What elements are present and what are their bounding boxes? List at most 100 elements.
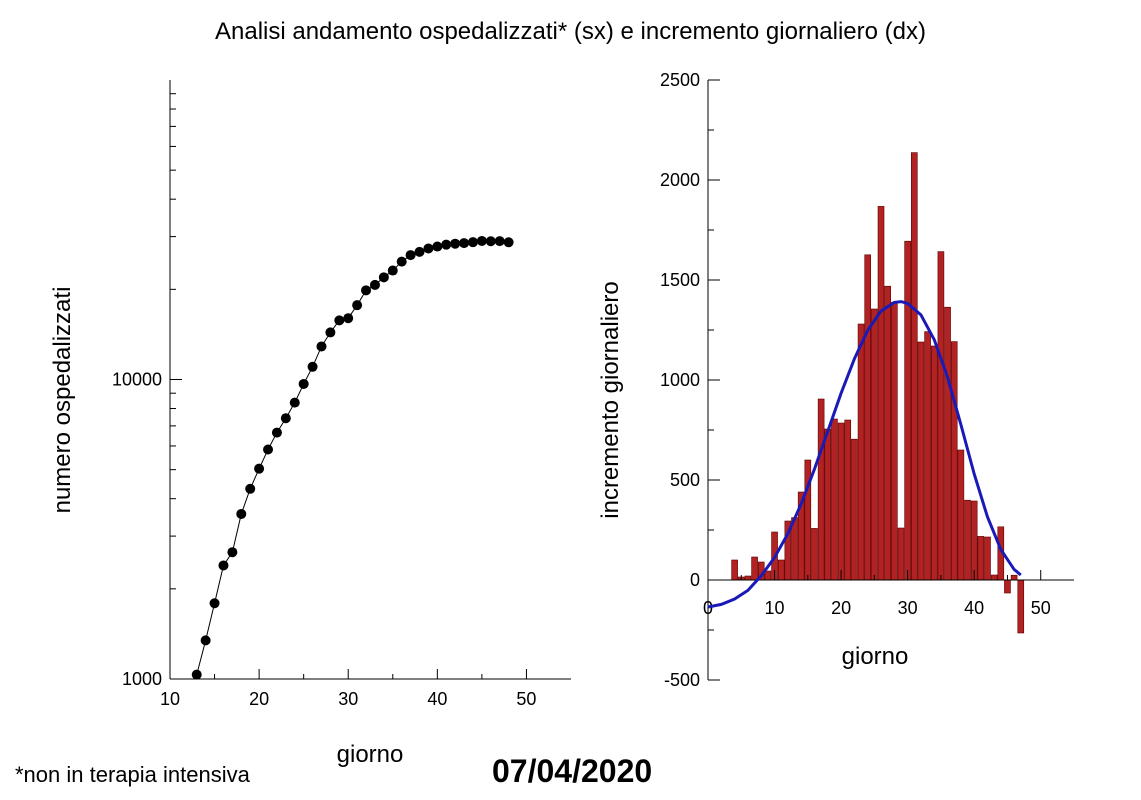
bar — [764, 570, 772, 581]
bar — [777, 559, 785, 581]
y-tick-label: 10000 — [112, 370, 162, 390]
data-point — [405, 250, 416, 261]
bar — [990, 574, 998, 581]
x-tick-label: 20 — [249, 689, 269, 709]
x-tick-label: 10 — [765, 598, 785, 618]
bar — [824, 428, 832, 581]
x-tick-label: 50 — [516, 689, 536, 709]
bar — [970, 500, 978, 581]
bar — [910, 152, 918, 581]
data-point — [263, 444, 274, 455]
x-tick-label: 40 — [427, 689, 447, 709]
data-point — [459, 238, 470, 249]
data-point — [191, 669, 202, 680]
bar — [904, 240, 911, 581]
data-point — [289, 397, 300, 408]
bar — [950, 341, 958, 581]
bar — [984, 536, 991, 581]
data-point — [503, 237, 514, 248]
data-point — [218, 560, 229, 571]
data-point — [432, 241, 443, 252]
bar — [851, 438, 858, 581]
x-tick-label: 20 — [831, 598, 851, 618]
x-axis-title: giorno — [842, 643, 909, 670]
bar — [811, 528, 818, 581]
data-point — [280, 413, 291, 424]
bar — [831, 418, 838, 581]
x-tick-label: 40 — [964, 598, 984, 618]
data-point — [423, 243, 434, 254]
fit-curve — [707, 300, 1022, 609]
data-point — [494, 236, 505, 247]
bar — [930, 345, 938, 581]
data-point — [254, 463, 265, 474]
data-point — [245, 483, 256, 494]
bar — [884, 285, 891, 581]
x-tick-label: 30 — [898, 598, 918, 618]
data-point — [361, 285, 372, 296]
bar — [917, 341, 925, 581]
bar — [877, 206, 885, 581]
bar — [744, 575, 752, 581]
y-tick-label: 2500 — [660, 70, 700, 90]
chart-title: Analisi andamento ospedalizzati* (sx) e … — [214, 18, 926, 45]
bar — [731, 559, 738, 581]
bar — [1010, 574, 1018, 581]
bar — [957, 449, 965, 581]
y-tick-label: 500 — [670, 470, 700, 490]
data-point — [343, 313, 354, 324]
data-point — [307, 361, 318, 372]
y-tick-label: 2000 — [660, 170, 700, 190]
left-chart-hospitalized: 1000 10000 10 20 30 40 50 giorno numero ospedali… — [49, 80, 571, 768]
y-axis-title: incremento giornaliero — [597, 281, 624, 518]
data-point — [476, 235, 487, 246]
bar — [977, 536, 985, 581]
data-point — [271, 427, 282, 438]
bar — [891, 301, 898, 581]
y-axis-title: numero ospedalizzati — [49, 287, 76, 514]
y-tick-label: -500 — [664, 670, 700, 690]
right-chart-daily-increase: -500 0 500 1000 1500 2000 2500 0 10 20 30 40 50 giorn… — [597, 70, 1074, 690]
bar — [944, 306, 951, 581]
data-point — [441, 239, 452, 250]
data-point — [227, 547, 238, 558]
data-point — [369, 279, 380, 290]
bar — [837, 422, 845, 581]
bar — [844, 419, 852, 581]
data-point — [396, 256, 407, 267]
bar — [817, 398, 825, 581]
data-point — [200, 635, 211, 646]
bar — [937, 251, 945, 581]
x-tick-label: 50 — [1031, 598, 1051, 618]
bar — [864, 254, 872, 581]
y-tick-label: 1000 — [122, 669, 162, 689]
data-point — [334, 315, 345, 326]
x-tick-label: 30 — [338, 689, 358, 709]
bar — [924, 331, 931, 581]
bar — [1017, 579, 1025, 634]
data-point — [352, 300, 363, 311]
bar — [964, 499, 971, 581]
data-point — [298, 378, 309, 389]
footnote: *non in terapia intensiva — [15, 762, 250, 787]
data-point — [414, 246, 425, 257]
x-axis-title: giorno — [337, 741, 404, 768]
data-point — [450, 238, 461, 249]
date-label: 07/04/2020 — [492, 753, 653, 789]
data-point — [325, 327, 336, 338]
y-tick-label: 1500 — [660, 270, 700, 290]
y-tick-label: 0 — [690, 570, 700, 590]
bar — [1004, 579, 1011, 594]
x-tick-label: 0 — [703, 598, 713, 618]
data-point — [387, 265, 398, 276]
data-point — [209, 598, 220, 609]
x-tick-label: 10 — [160, 689, 180, 709]
bar — [897, 527, 905, 581]
data-point — [485, 236, 496, 247]
data-point — [236, 508, 247, 519]
bar — [871, 308, 878, 581]
y-tick-label: 1000 — [660, 370, 700, 390]
bar — [751, 556, 758, 581]
data-point — [378, 272, 389, 283]
